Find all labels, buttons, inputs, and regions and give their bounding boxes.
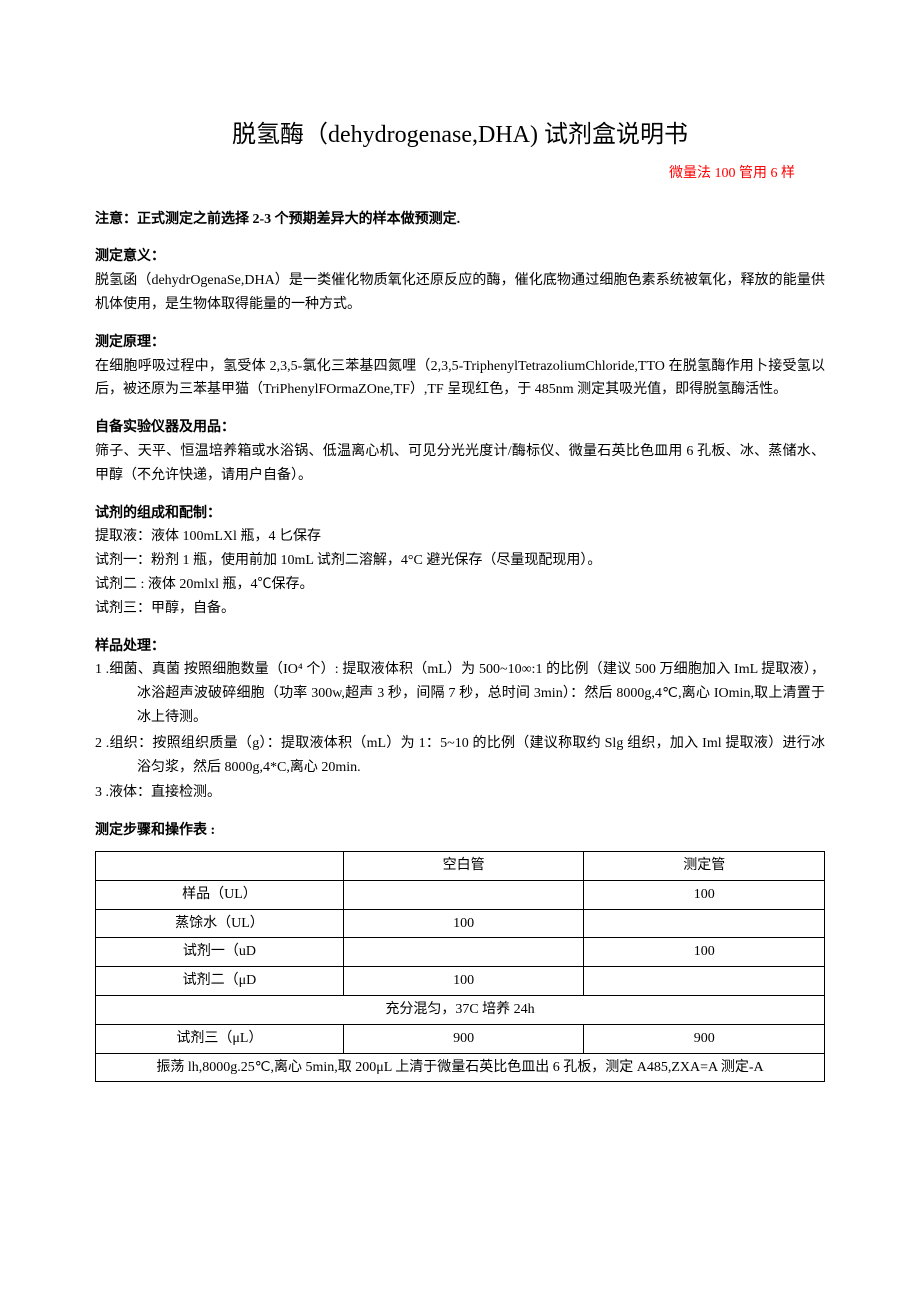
cell-blank (343, 938, 584, 967)
row-label: 试剂二（μD (96, 967, 344, 996)
cell-test: 100 (584, 938, 825, 967)
reagent-line-3: 试剂二 : 液体 20mlxl 瓶，4℃保存。 (95, 573, 825, 597)
notice-block: 注意：正式测定之前选择 2-3 个预期差异大的样本做预测定. 测定意义： 脱氢函… (95, 208, 825, 317)
meaning-body: 脱氢函（dehydrOgenaSe,DHA）是一类催化物质氧化还原反应的酶，催化… (95, 269, 825, 317)
reagent-line-1: 提取液：液体 100mLXl 瓶，4 匕保存 (95, 525, 825, 549)
materials-body: 筛子、天平、恒温培养箱或水浴锅、低温离心机、可见分光光度计/酶标仪、微量石英比色… (95, 440, 825, 488)
materials-block: 自备实验仪器及用品： 筛子、天平、恒温培养箱或水浴锅、低温离心机、可见分光光度计… (95, 416, 825, 487)
page-title: 脱氢酶（dehydrogenase,DHA) 试剂盒说明书 (95, 115, 825, 156)
cell-test (584, 909, 825, 938)
header-cell: 测定管 (584, 851, 825, 880)
protocol-block: 测定步骤和操作表 : 空白管 测定管 样品（UL） 100 蒸馀水（UL） 10… (95, 819, 825, 1082)
table-row: 空白管 测定管 (96, 851, 825, 880)
principle-head: 测定原理： (95, 331, 825, 355)
cell-test (584, 967, 825, 996)
sample-step-3: 3 .液体：直接检测。 (95, 781, 825, 805)
reagents-block: 试剂的组成和配制： 提取液：液体 100mLXl 瓶，4 匕保存 试剂一：粉剂 … (95, 502, 825, 621)
reagent-line-2: 试剂一：粉剂 1 瓶，使用前加 10mL 试剂二溶解，4°C 避光保存（尽量现配… (95, 549, 825, 573)
protocol-table: 空白管 测定管 样品（UL） 100 蒸馀水（UL） 100 试剂一（uD 10… (95, 851, 825, 1082)
cell-test: 100 (584, 880, 825, 909)
notice-head: 注意：正式测定之前选择 2-3 个预期差异大的样本做预测定. (95, 208, 825, 232)
row-label: 蒸馀水（UL） (96, 909, 344, 938)
sample-head: 样品处理： (95, 635, 825, 659)
cell-blank: 100 (343, 909, 584, 938)
table-row: 振荡 lh,8000g.25℃,离心 5min,取 200μL 上清于微量石英比… (96, 1053, 825, 1082)
table-row: 样品（UL） 100 (96, 880, 825, 909)
mix-instruction: 充分混匀，37C 培养 24h (96, 995, 825, 1024)
sample-block: 样品处理： 1 .细菌、真菌 按照细胞数量（IO⁴ 个）: 提取液体积（mL）为… (95, 635, 825, 806)
row-label: 试剂三（μL） (96, 1024, 344, 1053)
final-instruction: 振荡 lh,8000g.25℃,离心 5min,取 200μL 上清于微量石英比… (96, 1053, 825, 1082)
subtitle: 微量法 100 管用 6 样 (95, 162, 825, 186)
materials-head: 自备实验仪器及用品： (95, 416, 825, 440)
header-cell (96, 851, 344, 880)
reagent-line-4: 试剂三：甲醇，自备。 (95, 597, 825, 621)
row-label: 样品（UL） (96, 880, 344, 909)
meaning-head: 测定意义： (95, 245, 825, 269)
table-row: 蒸馀水（UL） 100 (96, 909, 825, 938)
cell-blank: 900 (343, 1024, 584, 1053)
cell-test: 900 (584, 1024, 825, 1053)
table-row: 充分混匀，37C 培养 24h (96, 995, 825, 1024)
principle-block: 测定原理： 在细胞呼吸过程中，氢受体 2,3,5-氯化三苯基四氮哩（2,3,5-… (95, 331, 825, 402)
sample-step-2: 2 .组织：按照组织质量（g）：提取液体积（mL）为 1：5~10 的比例（建议… (95, 732, 825, 780)
cell-blank: 100 (343, 967, 584, 996)
protocol-head: 测定步骤和操作表 : (95, 819, 825, 843)
document-page: 脱氢酶（dehydrogenase,DHA) 试剂盒说明书 微量法 100 管用… (0, 0, 920, 1156)
reagents-head: 试剂的组成和配制： (95, 502, 825, 526)
principle-body: 在细胞呼吸过程中，氢受体 2,3,5-氯化三苯基四氮哩（2,3,5-Triphe… (95, 355, 825, 403)
row-label: 试剂一（uD (96, 938, 344, 967)
cell-blank (343, 880, 584, 909)
sample-steps: 1 .细菌、真菌 按照细胞数量（IO⁴ 个）: 提取液体积（mL）为 500~1… (95, 658, 825, 805)
table-row: 试剂二（μD 100 (96, 967, 825, 996)
table-row: 试剂一（uD 100 (96, 938, 825, 967)
sample-step-1: 1 .细菌、真菌 按照细胞数量（IO⁴ 个）: 提取液体积（mL）为 500~1… (95, 658, 825, 729)
header-cell: 空白管 (343, 851, 584, 880)
table-row: 试剂三（μL） 900 900 (96, 1024, 825, 1053)
